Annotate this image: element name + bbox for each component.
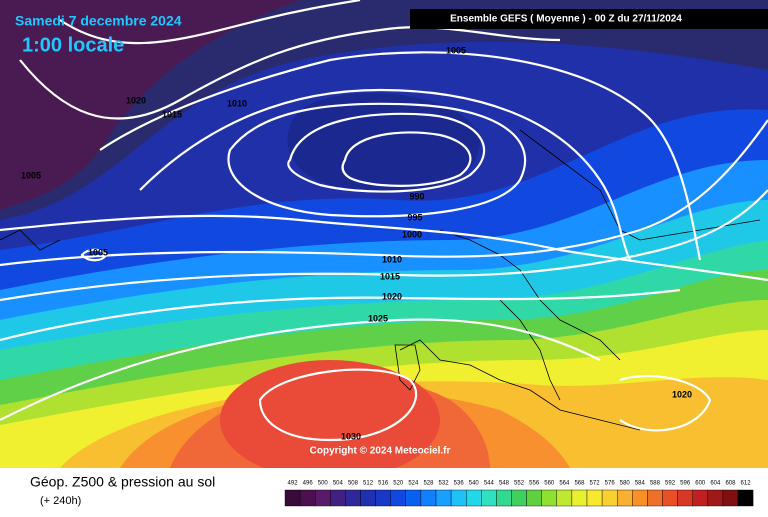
isobar-label: 1025: [368, 313, 388, 323]
legend-swatch: [481, 489, 497, 507]
legend-label: 516: [378, 481, 389, 487]
legend-swatch: [601, 489, 618, 507]
legend-swatch: [496, 489, 512, 507]
legend-label: 608: [725, 481, 736, 487]
legend-swatch: [284, 489, 301, 507]
legend-label: 604: [710, 481, 721, 487]
run-info: Ensemble GEFS ( Moyenne ) - 00 Z du 27/1…: [450, 14, 682, 25]
isobar-label: 1015: [380, 271, 400, 281]
legend-swatch: [707, 489, 724, 507]
legend-label: 500: [318, 481, 329, 487]
isobar-label: 1000: [402, 229, 422, 239]
legend-swatch: [466, 489, 482, 507]
isobar-label: 990: [409, 191, 424, 201]
legend-swatch: [330, 489, 346, 507]
legend-swatch: [541, 489, 558, 507]
date: Samedi 7 decembre 2024: [15, 13, 182, 29]
legend-swatch: [526, 489, 542, 507]
legend-swatch: [556, 489, 573, 507]
legend-swatch: [435, 489, 452, 507]
legend-swatch: [420, 489, 437, 507]
isobar-label: 1030: [341, 431, 361, 441]
legend-label: 568: [574, 481, 585, 487]
legend-swatch: [571, 489, 588, 507]
footer-title: Géop. Z500 & pression au sol: [30, 474, 215, 490]
legend-label: 572: [590, 481, 601, 487]
legend-label: 512: [363, 481, 374, 487]
legend-label: 536: [454, 481, 465, 487]
legend-label: 588: [650, 481, 661, 487]
legend-label: 584: [635, 481, 646, 487]
legend-label: 548: [499, 481, 510, 487]
legend-swatch: [647, 489, 663, 507]
map-background: [0, 0, 768, 480]
legend-label: 556: [529, 481, 540, 487]
isobar-label: 1020: [672, 389, 692, 399]
legend-label: 600: [695, 481, 706, 487]
legend-label: 580: [620, 481, 631, 487]
legend-label: 612: [741, 481, 752, 487]
isobar-label: 1020: [126, 95, 146, 105]
legend-label: 560: [544, 481, 555, 487]
isobar-label: 1010: [227, 98, 247, 108]
legend-label: 492: [288, 481, 299, 487]
run-banner: [410, 9, 768, 29]
legend-swatch: [511, 489, 527, 507]
legend-swatch: [586, 489, 603, 507]
legend-swatch: [315, 489, 331, 507]
legend-label: 576: [605, 481, 616, 487]
legend-swatch: [662, 489, 678, 507]
legend-swatch: [390, 489, 407, 507]
legend-label: 528: [423, 481, 434, 487]
isobar-label: 1005: [88, 247, 108, 257]
isobar-label: 1020: [382, 291, 402, 301]
isobar-label: 995: [407, 212, 422, 222]
legend-label: 592: [665, 481, 676, 487]
legend-label: 532: [439, 481, 450, 487]
isobar-labels: 1005 1020 1015 1010 1005 990 995 1000 10…: [21, 45, 692, 441]
isobar-label: 1015: [162, 109, 182, 119]
legend-swatch: [345, 489, 361, 507]
legend-swatch: [722, 489, 739, 507]
copyright: Copyright © 2024 Meteociel.fr: [310, 446, 451, 457]
isobar-label: 1005: [21, 170, 41, 180]
legend-label: 552: [514, 481, 525, 487]
legend-label: 520: [393, 481, 404, 487]
legend-swatch: [360, 489, 376, 507]
legend-label: 564: [559, 481, 570, 487]
local-time: 1:00 locale: [22, 34, 124, 56]
legend-label: 596: [680, 481, 691, 487]
legend: 492 496 500 504 508 512 516 520 524 528 532 536 540 5…: [284, 481, 754, 507]
legend-swatch: [375, 489, 391, 507]
legend-label: 504: [333, 481, 344, 487]
legend-label: 524: [408, 481, 419, 487]
isobar-label: 1010: [382, 254, 402, 264]
legend-label: 496: [303, 481, 314, 487]
legend-swatch: [632, 489, 648, 507]
legend-swatch: [450, 489, 467, 507]
legend-swatch: [617, 489, 633, 507]
legend-label: 544: [484, 481, 495, 487]
legend-label: 508: [348, 481, 359, 487]
legend-label: 540: [469, 481, 480, 487]
legend-swatch: [299, 489, 316, 507]
footer-subtitle: (+ 240h): [40, 495, 81, 507]
isobars: [0, 0, 768, 442]
legend-swatch: [405, 489, 422, 507]
legend-swatch: [737, 489, 754, 507]
legend-swatch: [677, 489, 693, 507]
legend-swatch: [692, 489, 709, 507]
isobar-label: 1005: [446, 45, 466, 55]
